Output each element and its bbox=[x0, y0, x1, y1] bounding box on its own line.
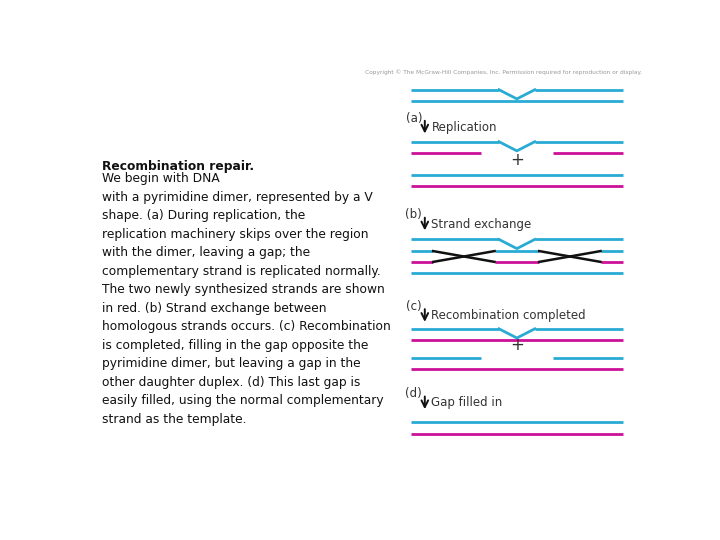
Text: +: + bbox=[510, 336, 524, 354]
Text: Strand exchange: Strand exchange bbox=[431, 218, 532, 231]
Text: (a): (a) bbox=[405, 112, 422, 125]
Text: Copyright © The McGraw-Hill Companies, Inc. Permission required for reproduction: Copyright © The McGraw-Hill Companies, I… bbox=[366, 69, 642, 75]
Text: (c): (c) bbox=[406, 300, 422, 313]
Text: Gap filled in: Gap filled in bbox=[431, 396, 503, 409]
Text: Recombination completed: Recombination completed bbox=[431, 309, 586, 322]
Text: (b): (b) bbox=[405, 208, 422, 221]
Text: We begin with DNA
with a pyrimidine dimer, represented by a V
shape. (a) During : We begin with DNA with a pyrimidine dime… bbox=[102, 172, 391, 426]
Text: +: + bbox=[510, 151, 524, 170]
Text: (d): (d) bbox=[405, 387, 422, 400]
Text: Recombination repair.: Recombination repair. bbox=[102, 160, 254, 173]
Text: Replication: Replication bbox=[431, 120, 497, 134]
